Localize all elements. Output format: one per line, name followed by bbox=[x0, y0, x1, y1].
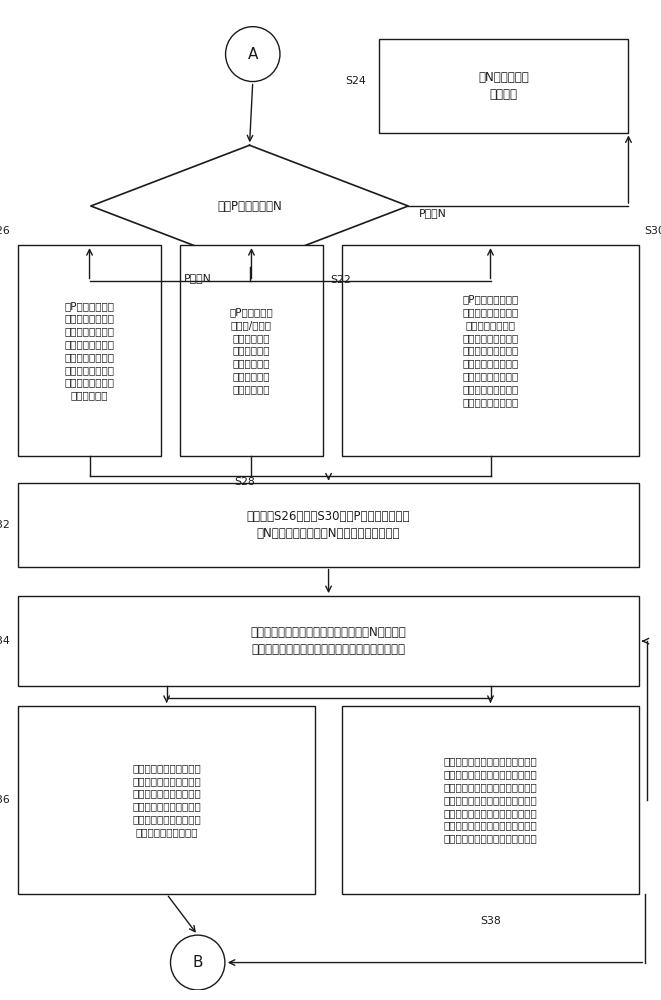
Text: S26: S26 bbox=[0, 226, 10, 235]
Text: 判断P等于或小于N: 判断P等于或小于N bbox=[217, 200, 282, 213]
FancyBboxPatch shape bbox=[19, 596, 639, 686]
Text: 对N个物件影像
进行识别: 对N个物件影像 进行识别 bbox=[479, 71, 529, 101]
Text: A: A bbox=[248, 47, 258, 62]
Ellipse shape bbox=[171, 935, 225, 990]
Text: B: B bbox=[192, 955, 203, 970]
Text: 将P个物件影像
前方及/或后方
中位于主列但
因小于或大于
预定尺寸范围
而被滤除掉的
物件影像还原: 将P个物件影像 前方及/或后方 中位于主列但 因小于或大于 预定尺寸范围 而被滤… bbox=[229, 307, 274, 394]
FancyBboxPatch shape bbox=[180, 245, 323, 456]
Text: 当候选标签中的第一个候选标签的
信赖区间与第二个候选标签的信赖
区间的差值小于第二门槛值时，以
切线距离演算法计算物件影像与样
版影像的切线距离，以选取第一个
: 当候选标签中的第一个候选标签的 信赖区间与第二个候选标签的信赖 区间的差值小于第… bbox=[444, 756, 537, 843]
Text: S24: S24 bbox=[346, 76, 366, 86]
Text: P小于N: P小于N bbox=[184, 273, 212, 283]
Text: 当P个物件影像中
的任两物件影像间
的距离大于第一门
槛值时，将任两物
件影像间位于主列
但因小于预定尺寸
范围而被滤除掉的
物件影像还原: 当P个物件影像中 的任两物件影像间 的距离大于第一门 槛值时，将任两物 件影像间… bbox=[65, 301, 114, 400]
Text: S36: S36 bbox=[0, 795, 10, 805]
Text: 经由步骤S26至步骤S30，将P个物件影像回复
为N个物件影像，且对N个物件影像进行识别: 经由步骤S26至步骤S30，将P个物件影像回复 为N个物件影像，且对N个物件影像… bbox=[247, 510, 410, 540]
FancyBboxPatch shape bbox=[342, 706, 639, 894]
Text: S28: S28 bbox=[235, 477, 255, 487]
FancyBboxPatch shape bbox=[342, 245, 639, 456]
FancyBboxPatch shape bbox=[19, 706, 315, 894]
Text: S22: S22 bbox=[330, 275, 351, 285]
Text: 根据多个样板影像以线性分类演算法对N个物件影
像进行识别，且赋予每一个物件影像多个候选标签: 根据多个样板影像以线性分类演算法对N个物件影 像进行识别，且赋予每一个物件影像多… bbox=[251, 626, 407, 656]
Text: S32: S32 bbox=[0, 520, 10, 530]
FancyBboxPatch shape bbox=[19, 483, 639, 567]
Ellipse shape bbox=[225, 27, 280, 82]
Text: P等于N: P等于N bbox=[419, 208, 447, 218]
Text: S34: S34 bbox=[0, 636, 10, 646]
FancyBboxPatch shape bbox=[379, 39, 629, 132]
Text: S30: S30 bbox=[644, 226, 661, 235]
FancyBboxPatch shape bbox=[19, 245, 161, 456]
Text: 当候选标签中的第一个候
选标签的信赖区间与第二
个候选标签的信赖区间的
差值大于第二门槛值时，
将第一个候选标签视为物
件影像对应的物件标签: 当候选标签中的第一个候 选标签的信赖区间与第二 个候选标签的信赖区间的 差值大于… bbox=[132, 763, 201, 837]
Text: S38: S38 bbox=[480, 916, 501, 926]
Text: 当P个物件影像中的
任两物件影像间的距
离大于第一门槛值
时，将任两物件影像
间位于主列但因大于
预定尺寸范围而被滤
除掉的物件影像还原
且将还原后的物件影
像: 当P个物件影像中的 任两物件影像间的距 离大于第一门槛值 时，将任两物件影像 间… bbox=[463, 294, 519, 407]
